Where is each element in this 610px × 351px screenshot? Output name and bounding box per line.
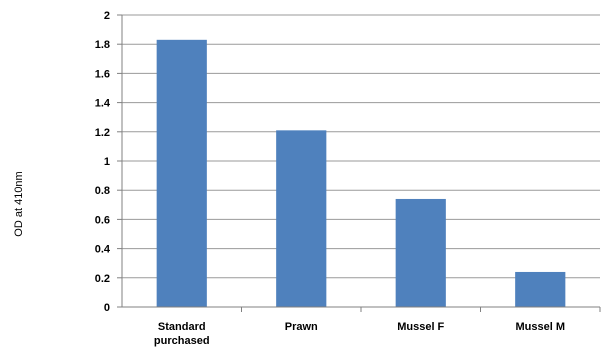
x-category-labels: Standard purchased Prawn Mussel F Mussel M (154, 321, 565, 347)
x-category-label: Standard purchased (154, 321, 210, 347)
y-tick-label: 1 (104, 156, 110, 168)
x-category-label-line: Mussel M (515, 321, 565, 333)
y-tick-label: 1.2 (95, 127, 110, 139)
y-tick-labels: 0 0.2 0.4 0.6 0.8 1 1.2 1.4 1.6 1.8 2 (95, 10, 111, 314)
x-category-label-line: Mussel F (397, 321, 444, 333)
axes (121, 15, 600, 308)
x-category-label-line: Standard (158, 321, 206, 333)
x-category-label: Prawn (285, 321, 318, 333)
y-tick-label: 0 (104, 302, 110, 314)
x-category-label-line: Prawn (285, 321, 318, 333)
bar (156, 39, 207, 307)
y-tick-label: 0.4 (95, 244, 111, 256)
bar (395, 198, 446, 307)
y-tick-label: 1.4 (95, 98, 111, 110)
bars (156, 39, 601, 312)
y-tick-label: 1.8 (95, 39, 110, 51)
y-axis-title: OD at 410nm (13, 171, 25, 236)
y-tick-label: 1.6 (95, 68, 110, 80)
y-tick-label: 0.8 (95, 185, 110, 197)
x-category-label: Mussel M (515, 321, 565, 333)
bar (515, 271, 566, 307)
y-tick-label: 0.2 (95, 273, 110, 285)
y-tick-label: 2 (104, 10, 110, 22)
x-category-label: Mussel F (397, 321, 444, 333)
bar (276, 130, 327, 307)
y-tick-label: 0.6 (95, 214, 110, 226)
x-category-label-line: purchased (154, 335, 210, 347)
